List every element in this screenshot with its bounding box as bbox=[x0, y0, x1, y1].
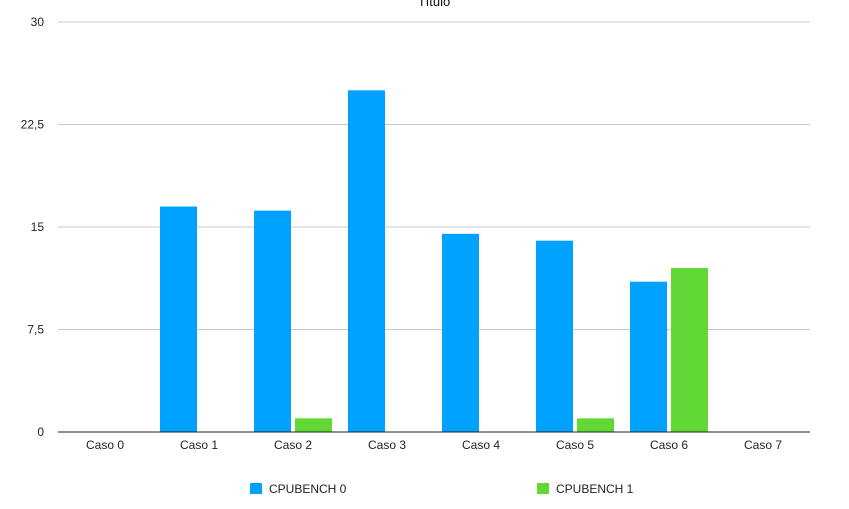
legend-swatch bbox=[537, 483, 549, 494]
x-tick-label: Caso 0 bbox=[86, 438, 124, 452]
legend-label: CPUBENCH 0 bbox=[269, 482, 347, 496]
bar-cpubench-0-4 bbox=[442, 233, 479, 432]
y-axis-ticks: 0 7,5 15 22,5 30 bbox=[21, 15, 45, 439]
bars bbox=[160, 90, 708, 432]
x-tick-label: Caso 4 bbox=[462, 438, 500, 452]
x-tick-label: Caso 1 bbox=[180, 438, 218, 452]
y-tick-label: 30 bbox=[31, 15, 45, 29]
legend-swatch bbox=[250, 483, 262, 494]
y-tick-label: 22,5 bbox=[21, 118, 45, 132]
x-tick-label: Caso 2 bbox=[274, 438, 312, 452]
chart-title: Título bbox=[418, 0, 451, 9]
y-tick-label: 7,5 bbox=[27, 323, 44, 337]
x-tick-label: Caso 5 bbox=[556, 438, 594, 452]
bar-cpubench-0-5 bbox=[536, 240, 573, 432]
bar-cpubench-1-5 bbox=[577, 418, 614, 432]
x-axis-ticks: Caso 0 Caso 1 Caso 2 Caso 3 Caso 4 Caso 5 Caso… bbox=[86, 438, 782, 452]
legend-label: CPUBENCH 1 bbox=[556, 482, 634, 496]
bar-cpubench-1-6 bbox=[671, 268, 708, 432]
x-tick-label: Caso 6 bbox=[650, 438, 688, 452]
x-tick-label: Caso 7 bbox=[744, 438, 782, 452]
bar-cpubench-1-2 bbox=[295, 418, 332, 432]
x-tick-label: Caso 3 bbox=[368, 438, 406, 452]
bar-cpubench-0-2 bbox=[254, 210, 291, 432]
bar-cpubench-0-6 bbox=[630, 281, 667, 432]
y-tick-label: 15 bbox=[31, 220, 45, 234]
bar-cpubench-0-3 bbox=[348, 90, 385, 432]
bar-cpubench-0-1 bbox=[160, 206, 197, 432]
legend: CPUBENCH 0 CPUBENCH 1 bbox=[250, 482, 634, 496]
y-tick-label: 0 bbox=[37, 425, 44, 439]
